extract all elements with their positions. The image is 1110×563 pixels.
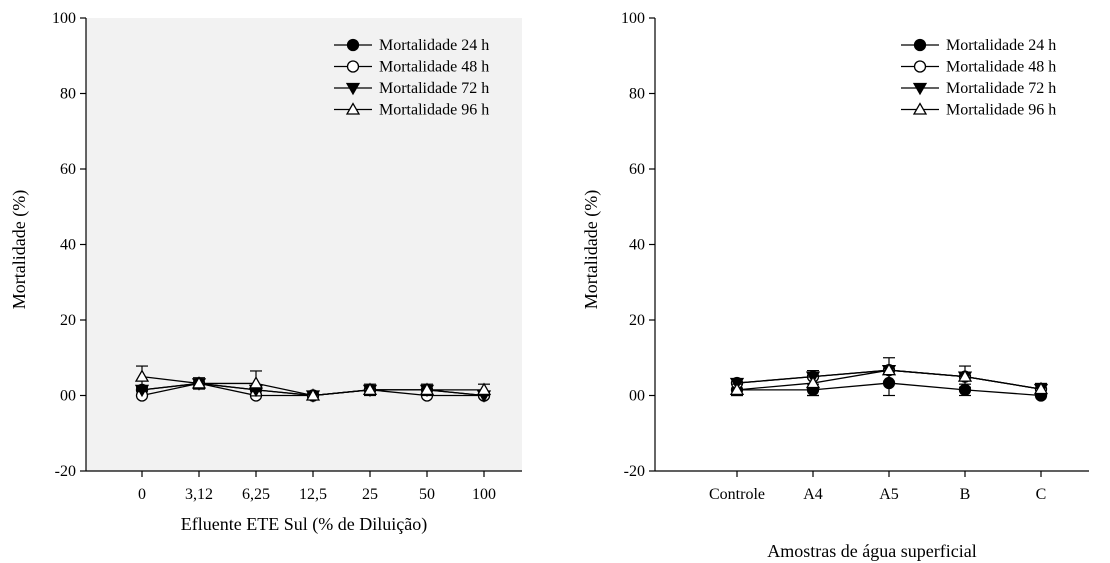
chart-2-y-tick-label: 40 [629,237,645,254]
chart-2-series-4 [729,357,1049,397]
chart-1-legend-marker [346,38,360,52]
chart-1-x-tick-label: 12,5 [299,486,327,503]
chart-1-series-4-point [248,376,264,389]
chart-1-series-4-point [191,376,207,389]
chart-1-series-4-point [134,369,150,382]
chart-1-y-tick-label: 40 [60,237,76,254]
chart-2-y-tick-label: 20 [629,312,645,329]
chart-2-legend-marker [913,38,927,52]
chart-2-legend-marker [913,60,927,73]
chart-1-legend-marker [345,102,361,115]
chart-1-series-4-point [305,388,321,401]
chart-2-x-tick-label: C [1036,486,1047,503]
chart-1-y-axis-label: Mortalidade (%) [9,190,30,309]
chart-1-legend-marker [346,60,360,73]
chart-1-x-tick-label: 0 [138,486,146,503]
chart-1-legend-label: Mortalidade 72 h [379,80,489,97]
chart-2-plot-area [655,18,1089,471]
chart-2-legend-label: Mortalidade 24 h [946,37,1056,54]
chart-2-y-tick-label: 60 [629,161,645,178]
chart-1: -20 00 20 40 60 80 100 0 3,12 6,25 12,5 25 50 100 Eflu… [9,10,522,535]
chart-2-y-tick-label: 80 [629,86,645,103]
chart-2-series-4-point [729,382,745,395]
chart-2-legend: Mortalidade 24 h Mortalidade 48 h Mortalid… [901,37,1056,119]
chart-1-y-tick-label: -20 [55,463,76,480]
chart-1-x-tick-label: 25 [362,486,378,503]
chart-1-series-4-point [419,382,435,395]
chart-1-y-tick-label: 100 [52,10,76,27]
chart-1-x-tick-label: 50 [419,486,435,503]
chart-2-series-4-point [881,362,897,376]
chart-2: -20 00 20 40 60 80 100 Controle A4 A5 B C Amostras d… [581,10,1089,561]
chart-1-legend-marker [345,82,361,96]
chart-1-series-4-point [362,382,378,395]
chart-2-legend-marker [912,82,928,96]
chart-1-legend: Mortalidade 24 h Mortalidade 48 h Mortalid… [334,37,489,119]
chart-2-series-4-point [957,369,973,382]
chart-1-legend-label: Mortalidade 24 h [379,37,489,54]
chart-2-series-4-point [1033,381,1049,395]
chart-1-y-tick-label: 60 [60,161,76,178]
chart-1-y-tick-label: 80 [60,86,76,103]
chart-2-y-tick-label: -20 [624,463,645,480]
chart-2-legend-label: Mortalidade 48 h [946,59,1056,76]
chart-1-x-tick-label: 3,12 [185,486,213,503]
chart-1-series-4 [134,365,492,401]
chart-2-y-axis-label: Mortalidade (%) [581,190,602,309]
chart-1-legend-label: Mortalidade 96 h [379,102,489,119]
chart-2-x-tick-label: B [960,486,971,503]
chart-2-legend-label: Mortalidade 72 h [946,80,1056,97]
chart-1-y-tick-label: 20 [60,312,76,329]
chart-1-y-tick-label: 00 [60,388,76,405]
chart-2-x-axis-label: Amostras de água superficial [767,541,976,561]
chart-2-x-tick-label: Controle [709,486,765,503]
chart-2-legend-label: Mortalidade 96 h [946,102,1056,119]
chart-1-x-tick-label: 6,25 [242,486,270,503]
chart-2-y-tick-label: 00 [629,388,645,405]
chart-1-x-axis-label: Efluente ETE Sul (% de Diluição) [181,514,427,535]
chart-1-legend-label: Mortalidade 48 h [379,59,489,76]
chart-2-series-4-point [805,375,821,389]
chart-2-legend-marker [912,102,928,115]
chart-1-series-4-point [476,382,492,395]
chart-2-x-tick-label: A4 [803,486,823,503]
chart-2-x-tick-label: A5 [879,486,899,503]
chart-2-y-tick-label: 100 [621,10,645,27]
chart-1-x-tick-label: 100 [472,486,496,503]
